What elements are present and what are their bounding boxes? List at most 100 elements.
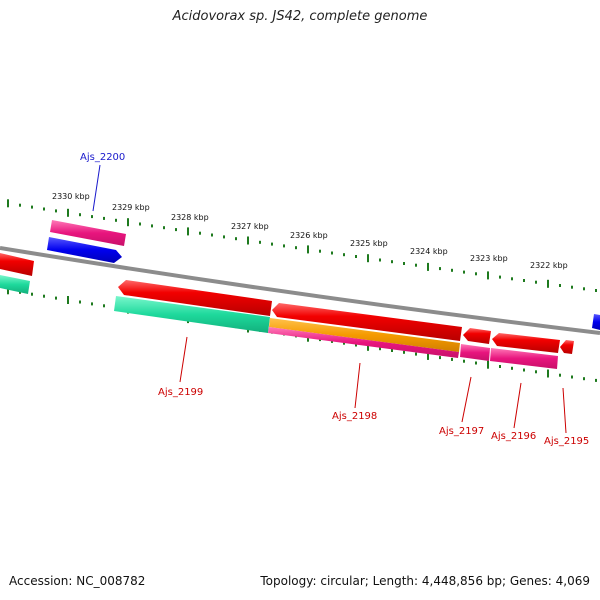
minor-tick — [19, 203, 21, 207]
minor-tick — [583, 287, 585, 291]
major-tick — [127, 218, 129, 227]
gene-ajs-2195-red-arrow[interactable] — [560, 340, 574, 354]
minor-tick — [379, 347, 381, 351]
major-tick — [547, 369, 549, 378]
leader-ajs-2199 — [179, 336, 188, 383]
reverse-strand-features — [0, 275, 574, 369]
gene-right-edge-blue[interactable] — [592, 314, 600, 330]
minor-tick — [235, 237, 237, 241]
minor-tick — [475, 272, 477, 276]
gene-left-edge-green[interactable] — [0, 275, 30, 294]
minor-tick — [391, 349, 393, 352]
minor-tick — [463, 359, 465, 363]
kbp-label: 2322 kbp — [530, 261, 568, 270]
minor-tick — [19, 290, 21, 294]
gene-labels: Ajs_2200 Ajs_2199 Ajs_2198 Ajs_2197 Ajs_… — [80, 152, 589, 447]
minor-tick — [55, 209, 57, 213]
minor-tick — [211, 233, 213, 237]
minor-tick — [31, 205, 33, 209]
gene-ajs-2200-pink[interactable] — [50, 220, 126, 246]
minor-tick — [91, 302, 93, 306]
kbp-label: 2324 kbp — [410, 247, 448, 256]
kbp-label: 2327 kbp — [231, 222, 269, 231]
gene-left-edge-red[interactable] — [0, 253, 34, 276]
kbp-label: 2325 kbp — [350, 239, 388, 248]
minor-tick — [511, 366, 513, 370]
gene-ajs-2200-blue-arrow[interactable] — [47, 237, 122, 263]
minor-tick — [535, 280, 537, 284]
kbp-label: 2326 kbp — [290, 231, 328, 240]
gene-label-ajs-2197[interactable]: Ajs_2197 — [439, 426, 484, 437]
gene-ajs-2199-green[interactable] — [114, 296, 270, 333]
minor-tick — [559, 284, 561, 287]
minor-tick — [439, 267, 441, 271]
minor-tick — [403, 262, 405, 265]
minor-tick — [43, 207, 45, 211]
minor-tick — [595, 289, 597, 292]
minor-tick — [475, 361, 477, 365]
accession-text: Accession: NC_008782 — [9, 574, 146, 588]
minor-tick — [55, 296, 57, 300]
minor-tick — [175, 228, 177, 232]
gene-label-ajs-2196[interactable]: Ajs_2196 — [491, 431, 536, 442]
kbp-labels: 2330 kbp 2329 kbp 2328 kbp 2327 kbp 2326… — [52, 192, 568, 270]
gene-ajs-2198-pink[interactable] — [268, 327, 459, 358]
minor-tick — [139, 222, 141, 226]
minor-tick — [595, 378, 597, 382]
minor-tick — [283, 244, 285, 248]
gene-ajs-2197-pink[interactable] — [460, 344, 490, 361]
genome-backbone — [0, 246, 600, 335]
gene-ajs-2196-pink[interactable] — [490, 348, 558, 369]
minor-tick — [499, 275, 501, 279]
gene-ajs-2197-red-arrow[interactable] — [463, 328, 491, 344]
gene-ajs-2198-red-arrow[interactable] — [272, 303, 462, 341]
leader-ajs-2198 — [354, 362, 361, 409]
major-tick — [307, 245, 309, 254]
topology-text: Topology: circular; Length: 4,448,856 bp… — [260, 574, 590, 588]
major-tick — [367, 342, 369, 351]
minor-tick — [319, 249, 321, 253]
minor-tick — [79, 300, 81, 304]
minor-tick — [355, 255, 357, 258]
major-tick — [187, 227, 189, 236]
minor-tick — [511, 277, 513, 281]
gene-ajs-2198-orange[interactable] — [269, 318, 460, 352]
minor-tick — [43, 294, 45, 298]
leader-ajs-2195 — [562, 387, 567, 434]
minor-tick — [439, 356, 441, 360]
leader-ajs-2200 — [92, 164, 101, 212]
gene-label-ajs-2195[interactable]: Ajs_2195 — [544, 436, 589, 447]
minor-tick — [523, 368, 525, 372]
minor-tick — [115, 218, 117, 222]
gene-label-ajs-2198[interactable]: Ajs_2198 — [332, 411, 377, 422]
major-tick — [547, 279, 549, 288]
minor-tick — [223, 235, 225, 239]
minor-tick — [355, 343, 357, 347]
gene-ajs-2196-red-arrow[interactable] — [492, 333, 560, 353]
kbp-label: 2329 kbp — [112, 203, 150, 212]
minor-tick — [259, 240, 261, 244]
kbp-label: 2328 kbp — [171, 213, 209, 222]
minor-tick — [31, 292, 33, 296]
forward-strand-features — [0, 220, 600, 330]
minor-tick — [571, 285, 573, 289]
minor-tick — [343, 341, 345, 345]
leader-ajs-2196 — [513, 382, 522, 429]
leader-ajs-2197 — [461, 376, 472, 423]
minor-tick — [199, 231, 201, 235]
gene-label-ajs-2200[interactable]: Ajs_2200 — [80, 152, 125, 163]
minor-tick — [91, 215, 93, 219]
major-tick — [367, 254, 369, 263]
minor-tick — [379, 258, 381, 262]
gene-ajs-2199-red-arrow[interactable] — [118, 280, 272, 316]
minor-tick — [571, 375, 573, 379]
gene-label-ajs-2199[interactable]: Ajs_2199 — [158, 387, 203, 398]
minor-tick — [451, 357, 453, 361]
minor-tick — [103, 304, 105, 308]
minor-tick — [463, 270, 465, 274]
minor-tick — [523, 279, 525, 282]
minor-tick — [499, 365, 501, 368]
minor-tick — [583, 377, 585, 381]
minor-tick — [79, 213, 81, 217]
